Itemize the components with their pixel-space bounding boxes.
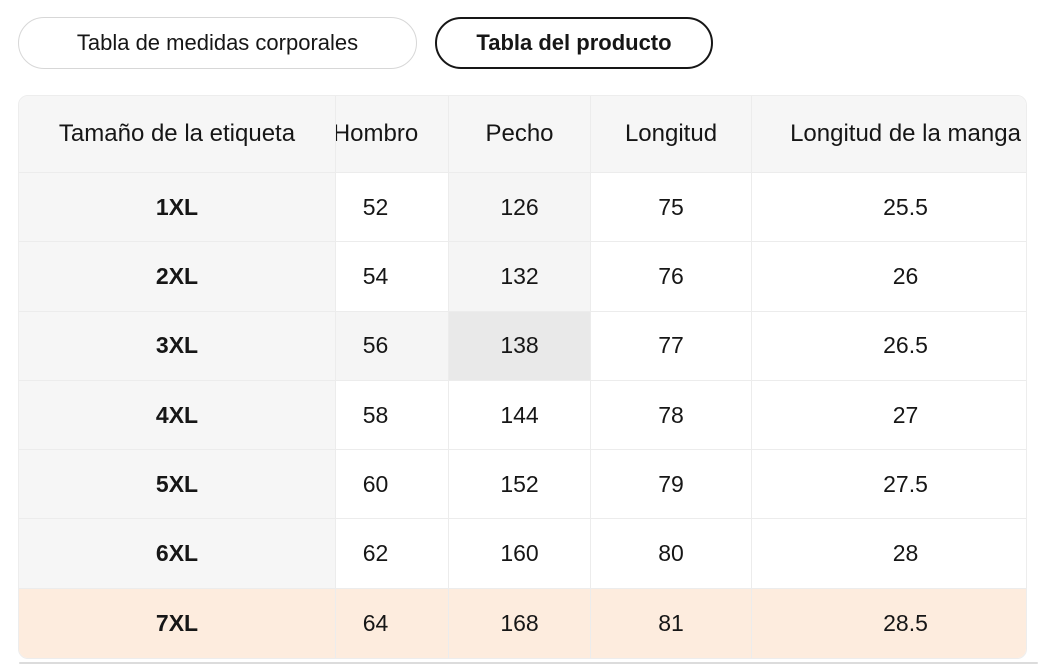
column-header-3: Longitud (591, 96, 752, 173)
cell-5XL-Pecho[interactable]: 152 (449, 450, 591, 520)
cell-7XL-Longitud[interactable]: 81 (591, 588, 752, 658)
cell-2XL-Longitud de la manga[interactable]: 26 (752, 242, 1026, 312)
size-label-3XL[interactable]: 3XL (19, 311, 336, 381)
table-row-2XL: 2XL 54 132 76 26 (19, 242, 1026, 312)
cell-6XL-Longitud[interactable]: 80 (591, 519, 752, 589)
table-row-1XL: 1XL 52 126 75 25.5 (19, 173, 1026, 243)
cell-5XL-Longitud[interactable]: 79 (591, 450, 752, 520)
table-header-row: Tamaño de la etiqueta Hombro Pecho Longitud… (19, 96, 1026, 173)
chart-tabs: Tabla de medidas corporales Tabla del pro… (18, 17, 713, 69)
size-table-scroll-area[interactable]: Tamaño de la etiqueta Hombro Pecho Longitud… (18, 95, 1027, 659)
table-row-7XL: 7XL 64 168 81 28.5 (19, 588, 1026, 658)
table-row-6XL: 6XL 62 160 80 28 (19, 519, 1026, 589)
table-row-3XL: 3XL 56 138 77 26.5 (19, 311, 1026, 381)
cell-4XL-Pecho[interactable]: 144 (449, 380, 591, 451)
cell-3XL-Longitud de la manga[interactable]: 26.5 (752, 311, 1026, 381)
cell-1XL-Pecho[interactable]: 126 (449, 173, 591, 243)
column-header-0: Tamaño de la etiqueta (19, 96, 336, 173)
cell-6XL-Longitud de la manga[interactable]: 28 (752, 519, 1026, 589)
horizontal-scrollbar[interactable] (19, 662, 1038, 664)
cell-2XL-Pecho[interactable]: 132 (449, 242, 591, 312)
size-label-7XL[interactable]: 7XL (19, 588, 336, 658)
table-row-4XL: 4XL 58 144 78 27 (19, 380, 1026, 451)
size-label-4XL[interactable]: 4XL (19, 380, 336, 451)
column-header-2: Pecho (449, 96, 591, 173)
tab-product-table[interactable]: Tabla del producto (435, 17, 713, 69)
size-label-2XL[interactable]: 2XL (19, 242, 336, 312)
cell-5XL-Longitud de la manga[interactable]: 27.5 (752, 450, 1026, 520)
cell-1XL-Longitud[interactable]: 75 (591, 173, 752, 243)
column-header-4: Longitud de la manga (752, 96, 1026, 173)
cell-4XL-Longitud de la manga[interactable]: 27 (752, 380, 1026, 451)
size-label-5XL[interactable]: 5XL (19, 450, 336, 520)
tab-body-measurements[interactable]: Tabla de medidas corporales (18, 17, 417, 69)
cell-4XL-Longitud[interactable]: 78 (591, 380, 752, 451)
size-label-6XL[interactable]: 6XL (19, 519, 336, 589)
cell-2XL-Longitud[interactable]: 76 (591, 242, 752, 312)
cell-6XL-Pecho[interactable]: 160 (449, 519, 591, 589)
size-table: Tamaño de la etiqueta Hombro Pecho Longitud… (19, 96, 1026, 658)
cell-7XL-Longitud de la manga[interactable]: 28.5 (752, 588, 1026, 658)
cell-3XL-Pecho[interactable]: 138 (449, 311, 591, 381)
table-row-5XL: 5XL 60 152 79 27.5 (19, 450, 1026, 520)
cell-1XL-Longitud de la manga[interactable]: 25.5 (752, 173, 1026, 243)
cell-3XL-Longitud[interactable]: 77 (591, 311, 752, 381)
size-label-1XL[interactable]: 1XL (19, 173, 336, 243)
table-body: 1XL 52 126 75 25.5 2XL 54 132 76 26 3XL 56 138 77 26.5… (19, 173, 1026, 658)
cell-7XL-Pecho[interactable]: 168 (449, 588, 591, 658)
